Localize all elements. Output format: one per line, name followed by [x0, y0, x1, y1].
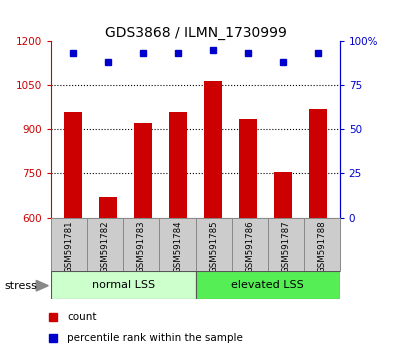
Text: stress: stress	[4, 281, 37, 291]
Bar	[51, 271, 196, 299]
Bar	[134, 123, 152, 218]
Text: elevated LSS: elevated LSS	[231, 280, 304, 290]
Bar	[87, 218, 123, 271]
Bar	[169, 112, 187, 218]
Title: GDS3868 / ILMN_1730999: GDS3868 / ILMN_1730999	[105, 26, 286, 40]
Text: GSM591785: GSM591785	[209, 220, 218, 273]
Polygon shape	[36, 280, 48, 291]
Bar	[51, 218, 87, 271]
Text: count: count	[67, 312, 97, 321]
Text: GSM591782: GSM591782	[101, 220, 110, 273]
Bar	[239, 119, 257, 218]
Bar	[160, 218, 196, 271]
Text: GSM591783: GSM591783	[137, 220, 146, 273]
Text: GSM591787: GSM591787	[281, 220, 290, 273]
Text: GSM591784: GSM591784	[173, 220, 182, 273]
Bar	[100, 197, 117, 218]
Bar	[304, 218, 340, 271]
Text: percentile rank within the sample: percentile rank within the sample	[67, 333, 243, 343]
Bar	[196, 218, 231, 271]
Bar	[267, 218, 304, 271]
Bar	[123, 218, 160, 271]
Text: GSM591786: GSM591786	[245, 220, 254, 273]
Bar	[204, 80, 222, 218]
Bar	[64, 112, 82, 218]
Text: GSM591781: GSM591781	[65, 220, 74, 273]
Bar	[309, 109, 327, 218]
Bar	[274, 172, 292, 218]
Text: GSM591788: GSM591788	[317, 220, 326, 273]
Bar	[231, 218, 267, 271]
Bar	[196, 271, 340, 299]
Text: normal LSS: normal LSS	[92, 280, 155, 290]
